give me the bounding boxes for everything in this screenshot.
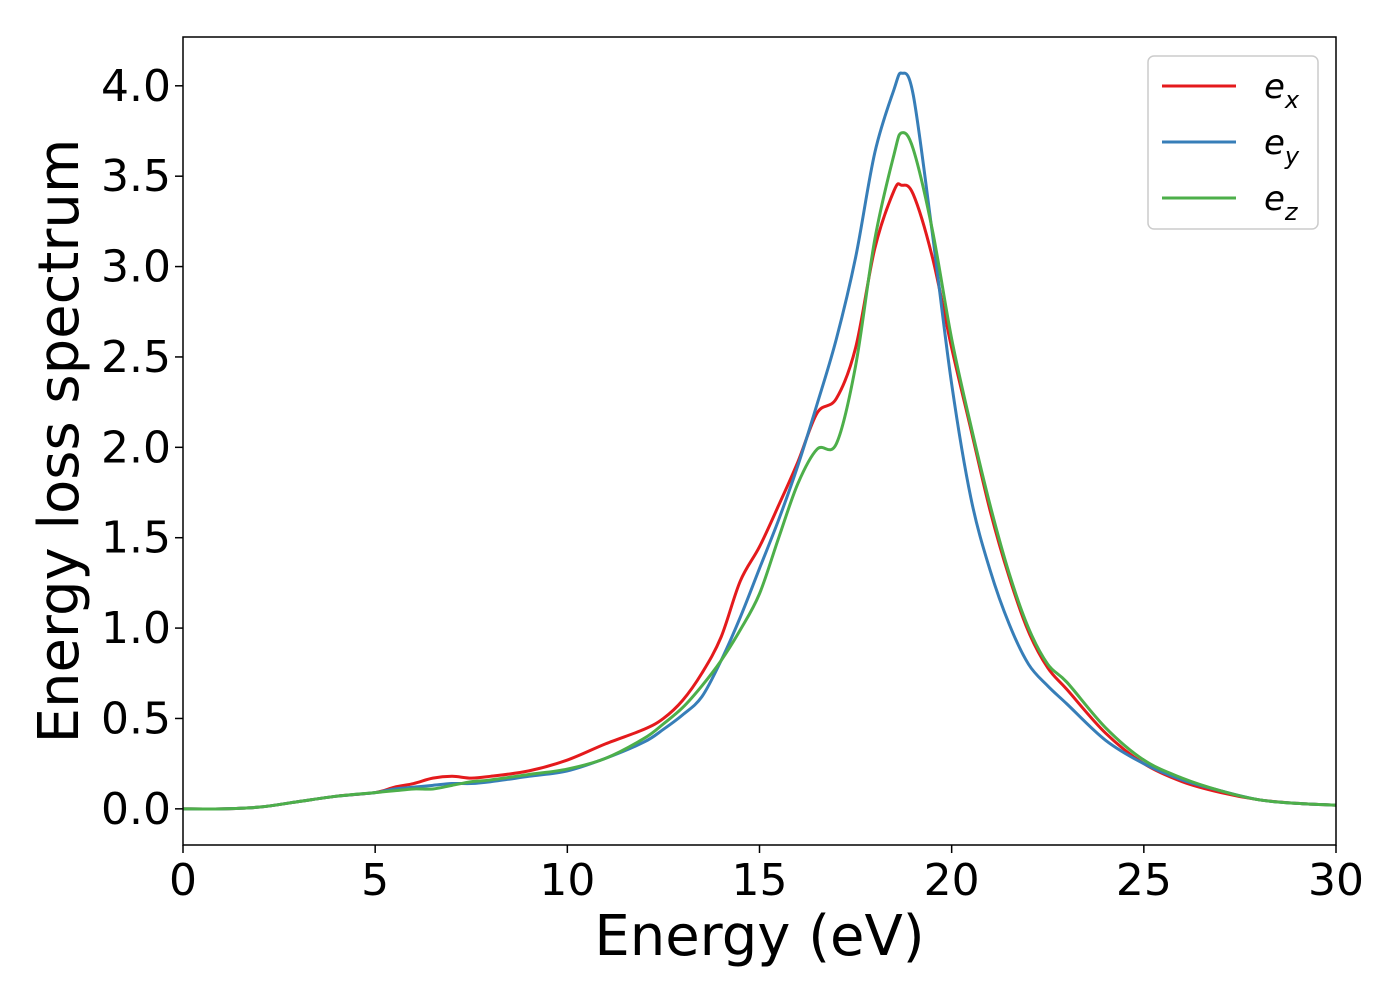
legend-label-ex: ex — [1264, 67, 1300, 114]
y-tick-label: 3.5 — [101, 151, 171, 202]
x-axis: 0 5 10 15 20 25 30 — [169, 845, 1364, 906]
y-tick-label: 0.0 — [101, 784, 171, 835]
y-axis-label: Energy loss spectrum — [27, 139, 92, 744]
x-tick-label: 10 — [539, 855, 595, 906]
y-tick-label: 2.5 — [101, 332, 171, 383]
series-layer — [183, 71, 1336, 811]
legend-label-ey: ey — [1264, 123, 1300, 170]
legend-label-ez: ez — [1264, 179, 1299, 226]
y-tick-label: 3.0 — [101, 242, 171, 293]
y-tick-label: 4.0 — [101, 61, 171, 112]
legend: ex ey ez — [1147, 55, 1319, 230]
x-tick-label: 25 — [1116, 855, 1172, 906]
series-line-ey — [183, 71, 1336, 811]
y-axis: 0.0 0.5 1.0 1.5 2.0 2.5 3.0 3.5 4.0 — [101, 61, 183, 835]
y-tick-label: 2.0 — [101, 422, 171, 473]
x-tick-label: 20 — [924, 855, 980, 906]
x-tick-label: 0 — [169, 855, 197, 906]
y-tick-label: 0.5 — [101, 693, 171, 744]
y-tick-label: 1.0 — [101, 603, 171, 654]
x-tick-label: 30 — [1308, 855, 1364, 906]
series-line-ez — [183, 131, 1336, 811]
series-line-ex — [183, 182, 1336, 811]
x-tick-label: 15 — [732, 855, 788, 906]
x-tick-label: 5 — [361, 855, 389, 906]
x-axis-label: Energy (eV) — [594, 904, 924, 969]
y-tick-label: 1.5 — [101, 513, 171, 564]
